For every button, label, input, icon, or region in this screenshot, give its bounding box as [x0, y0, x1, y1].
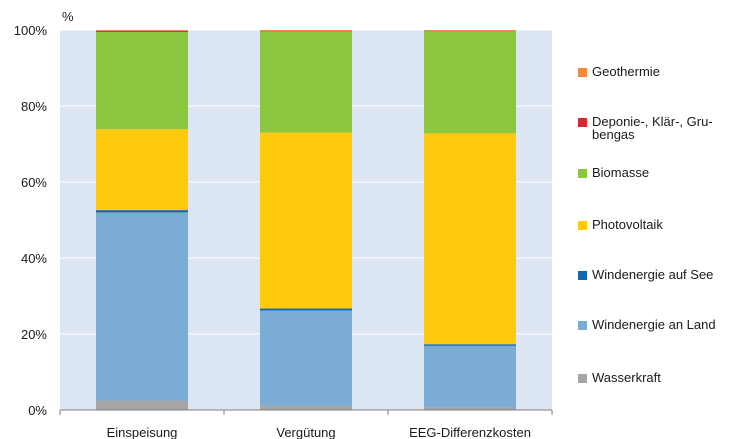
y-tick-labels: 0% 20% 40% 60% 80% 100%: [14, 23, 48, 418]
legend-swatch: [578, 68, 587, 77]
bar-segment: [424, 345, 516, 408]
legend-swatch: [578, 271, 587, 280]
legend-label: Deponie-, Klär-, Gru- bengas: [592, 114, 713, 142]
bar-segment: [424, 344, 516, 346]
x-tick-label: Vergütung: [276, 425, 335, 439]
legend-swatch: [578, 118, 587, 127]
bar-segment: [260, 308, 352, 311]
bar-segment: [424, 30, 516, 31]
legend-item: Photovoltaik: [578, 218, 663, 231]
legend-swatch: [578, 321, 587, 330]
bar-segment: [96, 400, 188, 410]
legend-label: Photovoltaik: [592, 217, 663, 232]
legend-label: Windenergie auf See: [592, 267, 714, 282]
bar-segment: [260, 310, 352, 406]
bar-segment: [424, 133, 516, 345]
y-unit-label: %: [62, 9, 74, 24]
axes: [59, 409, 553, 415]
bar-segment: [96, 212, 188, 401]
legend-swatch: [578, 374, 587, 383]
bars: [96, 30, 516, 410]
legend-item: Geothermie: [578, 65, 660, 78]
bar-segment: [96, 30, 188, 31]
y-tick-label: 80%: [21, 99, 47, 114]
bar-segment: [260, 31, 352, 133]
bar-segment: [96, 210, 188, 213]
y-tick-label: 0%: [28, 403, 47, 418]
y-tick-label: 20%: [21, 327, 47, 342]
bar-segment: [424, 31, 516, 134]
bar-segment: [260, 30, 352, 32]
legend-label: Wasserkraft: [592, 370, 661, 385]
legend-item: Wasserkraft: [578, 371, 661, 384]
y-tick-label: 100%: [14, 23, 48, 38]
legend-swatch: [578, 169, 587, 178]
legend-swatch: [578, 221, 587, 230]
legend-item: Windenergie an Land: [578, 318, 716, 331]
y-tick-label: 60%: [21, 175, 47, 190]
x-tick-label: EEG-Differenzkosten: [409, 425, 531, 439]
bar-segment: [260, 405, 352, 410]
legend-label: Geothermie: [592, 64, 660, 79]
legend-label: Biomasse: [592, 165, 650, 180]
x-tick-labels: Einspeisung Vergütung EEG-Differenzkosten: [107, 425, 531, 439]
legend-item: Deponie-, Klär-, Gru- bengas: [578, 115, 713, 141]
bar-segment: [96, 129, 188, 211]
legend-label: Windenergie an Land: [592, 317, 716, 332]
bar-segment: [424, 407, 516, 410]
legend-item: Biomasse: [578, 166, 649, 179]
bar-segment: [260, 132, 352, 309]
x-tick-label: Einspeisung: [107, 425, 178, 439]
legend-item: Windenergie auf See: [578, 268, 713, 281]
y-tick-label: 40%: [21, 251, 47, 266]
bar-segment: [96, 30, 188, 32]
bar-segment: [96, 31, 188, 130]
